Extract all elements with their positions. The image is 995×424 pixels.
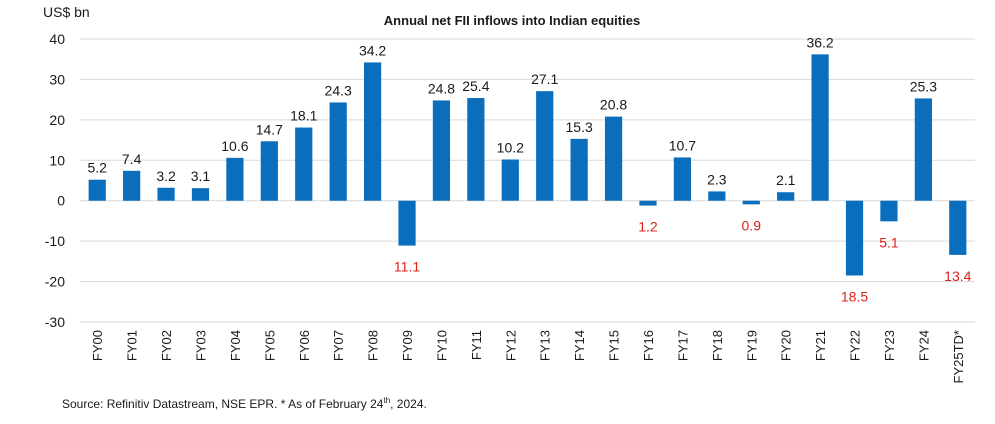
x-tick-label: FY08: [366, 330, 381, 361]
bar: [604, 116, 623, 201]
y-tick-label: -20: [45, 274, 65, 290]
x-tick-label: FY01: [125, 330, 140, 361]
bar: [570, 138, 588, 201]
bar: [811, 54, 829, 201]
bar: [88, 179, 106, 201]
bar: [914, 98, 932, 201]
data-label: 24.8: [428, 80, 455, 96]
data-label: 3.2: [156, 168, 176, 184]
data-label: 2.3: [707, 171, 727, 187]
x-tick-label: FY02: [159, 330, 174, 361]
x-tick-label: FY22: [848, 330, 863, 361]
bar: [673, 157, 692, 201]
x-tick-label: FY18: [710, 330, 725, 361]
data-label: 27.1: [531, 71, 558, 87]
x-tick-label: FY15: [607, 330, 622, 361]
x-tick-label: FY00: [90, 330, 105, 361]
bar: [226, 157, 244, 201]
data-label: 2.1: [776, 172, 796, 188]
x-tick-label: FY25TD*: [951, 330, 966, 383]
data-label: 24.3: [325, 82, 352, 98]
y-tick-label: 20: [49, 112, 65, 128]
source-note-text-end: , 2024.: [390, 397, 427, 411]
data-label: 15.3: [566, 119, 593, 135]
source-note-text: Source: Refinitiv Datastream, NSE EPR. *…: [62, 397, 384, 411]
source-note-superscript: th: [383, 396, 391, 405]
data-label: 0.9: [742, 217, 762, 233]
source-note: Source: Refinitiv Datastream, NSE EPR. *…: [62, 396, 427, 411]
data-label: 5.1: [879, 234, 899, 250]
bar: [742, 200, 760, 205]
data-label: 25.4: [462, 78, 489, 94]
bar: [777, 192, 795, 201]
bar: [123, 170, 141, 201]
chart-title: Annual net FII inflows into Indian equit…: [384, 13, 640, 28]
bar: [949, 200, 967, 255]
y-tick-label: 30: [49, 71, 65, 87]
fii-inflows-chart: Annual net FII inflows into Indian equit…: [43, 4, 975, 383]
gridlines: [80, 38, 975, 323]
bar: [639, 200, 657, 206]
y-tick-label: -30: [45, 314, 65, 330]
bar: [880, 200, 898, 222]
data-label: 11.1: [394, 259, 420, 275]
data-label: 36.2: [806, 34, 833, 50]
y-tick-label: -10: [45, 233, 65, 249]
x-tick-label: FY19: [744, 330, 759, 361]
x-tick-label: FY21: [813, 330, 828, 361]
bar: [501, 159, 519, 201]
x-tick-label: FY13: [538, 330, 553, 361]
data-label: 10.6: [221, 138, 248, 154]
data-labels: 5.2 7.4 3.2 3.1 10.6 14.7 18.1 24.3 34.2 11.1 24.8…: [87, 34, 971, 304]
x-tick-label: FY12: [503, 330, 518, 361]
bar: [295, 127, 313, 201]
y-tick-label: 40: [49, 31, 65, 47]
bar: [467, 98, 485, 201]
bar: [708, 191, 726, 201]
data-label: 20.8: [600, 97, 627, 113]
bar: [191, 188, 210, 201]
x-tick-label: FY14: [572, 330, 587, 361]
data-label: 25.3: [910, 78, 937, 94]
bar: [329, 102, 347, 201]
bars: [88, 54, 967, 276]
bar: [536, 91, 554, 201]
data-label: 10.2: [497, 139, 524, 155]
data-label: 13.4: [944, 268, 971, 284]
bar: [845, 200, 864, 276]
x-tick-label: FY23: [882, 330, 897, 361]
x-tick-label: FY16: [641, 330, 656, 361]
y-axis-ticks: 40 30 20 10 0 -10 -20 -30: [45, 31, 65, 330]
data-label: 18.5: [841, 289, 868, 305]
x-tick-label: FY05: [262, 330, 277, 361]
y-axis-unit-label: US$ bn: [43, 4, 90, 20]
bar: [363, 62, 382, 201]
data-label: 18.1: [290, 108, 317, 124]
bar: [157, 187, 175, 201]
x-tick-label: FY11: [469, 330, 484, 360]
x-tick-label: FY17: [675, 330, 690, 361]
x-axis-ticks: FY00 FY01 FY02 FY03 FY04 FY05 FY06 FY07 FY08 FY09…: [90, 330, 966, 383]
data-label: 7.4: [122, 151, 142, 167]
bar: [398, 200, 416, 246]
y-tick-label: 10: [49, 152, 65, 168]
data-label: 34.2: [359, 42, 386, 58]
x-tick-label: FY24: [916, 330, 931, 361]
data-label: 14.7: [256, 121, 283, 137]
x-tick-label: FY20: [779, 330, 794, 361]
x-tick-label: FY10: [434, 330, 449, 361]
data-label: 3.1: [191, 168, 211, 184]
data-label: 5.2: [87, 160, 107, 176]
x-tick-label: FY03: [193, 330, 208, 361]
x-tick-label: FY09: [400, 330, 415, 361]
x-tick-label: FY07: [331, 330, 346, 361]
bar: [260, 141, 278, 201]
data-label: 10.7: [669, 137, 696, 153]
x-tick-label: FY04: [228, 330, 243, 361]
x-tick-label: FY06: [297, 330, 312, 361]
bar: [432, 100, 451, 201]
y-tick-label: 0: [57, 193, 65, 209]
data-label: 1.2: [638, 219, 658, 235]
